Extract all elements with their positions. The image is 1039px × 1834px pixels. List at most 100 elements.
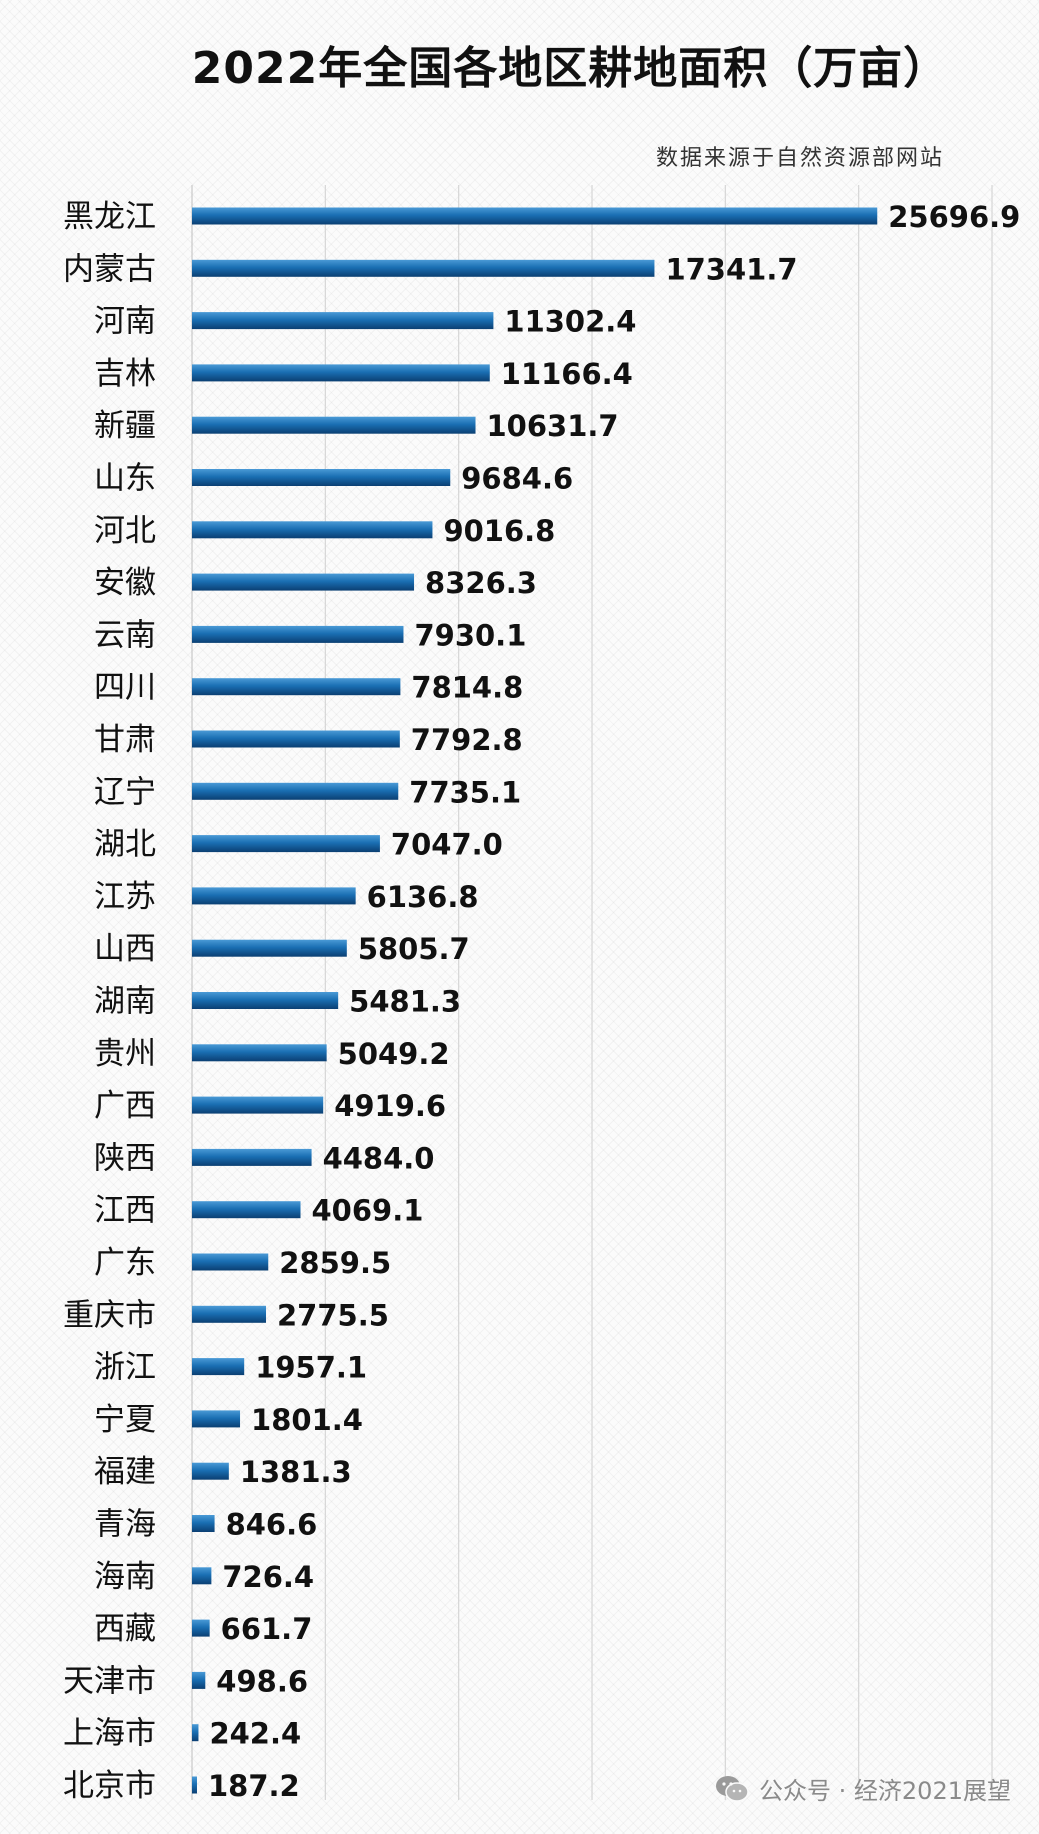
category-label: 青海 [94, 1507, 156, 1543]
category-label: 甘肃 [94, 722, 156, 758]
value-label: 846.6 [226, 1508, 318, 1542]
value-label: 661.7 [221, 1612, 313, 1646]
category-label: 上海市 [63, 1716, 156, 1752]
bar [192, 312, 494, 330]
bar [192, 1201, 301, 1219]
category-label: 江西 [94, 1193, 156, 1229]
category-label: 云南 [94, 617, 156, 653]
bar [192, 1253, 269, 1271]
value-label: 187.2 [208, 1769, 300, 1803]
value-label: 10631.7 [487, 409, 619, 443]
value-label: 4484.0 [323, 1141, 435, 1175]
value-label: 7814.8 [411, 671, 523, 705]
category-label: 湖南 [94, 984, 156, 1020]
bar [192, 364, 490, 382]
value-label: 1381.3 [240, 1455, 352, 1489]
grid-lines [191, 185, 993, 1800]
category-label: 山东 [94, 461, 156, 497]
wechat-icon [716, 1775, 749, 1802]
category-label: 内蒙古 [63, 251, 156, 287]
bar [192, 730, 400, 748]
category-label: 河北 [94, 513, 156, 549]
bar [192, 416, 476, 434]
category-label: 北京市 [63, 1768, 156, 1804]
bar [192, 1044, 327, 1062]
category-label: 广西 [94, 1088, 156, 1124]
category-label: 河南 [94, 304, 156, 340]
value-label: 11302.4 [504, 305, 636, 339]
bar [192, 1671, 206, 1689]
category-label: 安徽 [94, 565, 156, 601]
value-label: 5049.2 [338, 1037, 450, 1071]
value-label: 25696.9 [888, 200, 1020, 234]
bar [192, 835, 380, 853]
value-label: 6136.8 [367, 880, 479, 914]
bar [192, 887, 356, 905]
bar [192, 939, 347, 957]
value-label: 726.4 [222, 1560, 314, 1594]
bar [192, 1619, 210, 1637]
category-label: 贵州 [94, 1036, 156, 1072]
value-label: 7792.8 [411, 723, 523, 757]
value-label: 498.6 [216, 1664, 308, 1698]
category-label: 宁夏 [94, 1402, 156, 1438]
value-label: 7047.0 [391, 828, 503, 862]
category-label: 新疆 [94, 408, 156, 444]
bar [192, 1358, 245, 1376]
bar [192, 678, 401, 696]
value-label: 9016.8 [443, 514, 555, 548]
category-label: 福建 [94, 1454, 156, 1490]
bar [192, 1567, 212, 1585]
category-label: 辽宁 [94, 774, 156, 810]
watermark: 公众号 · 经济2021展望 [715, 1771, 1011, 1806]
category-label: 山西 [94, 931, 156, 967]
bar [192, 1410, 241, 1428]
value-label: 2859.5 [279, 1246, 391, 1280]
value-label: 4919.6 [334, 1089, 446, 1123]
value-label: 5481.3 [349, 985, 461, 1019]
bar [192, 259, 655, 277]
bar [192, 469, 451, 486]
bar [192, 1462, 229, 1480]
value-label: 7735.1 [409, 775, 521, 809]
bar [192, 625, 404, 643]
category-label: 吉林 [94, 356, 156, 392]
category-label: 黑龙江 [63, 199, 156, 235]
value-label: 11166.4 [501, 357, 633, 391]
bar [192, 1305, 267, 1323]
value-label: 17341.7 [665, 252, 797, 286]
bar [192, 1724, 199, 1742]
source-note: 数据来源于自然资源部网站 [655, 146, 944, 171]
category-label: 西藏 [94, 1611, 156, 1647]
value-label: 242.4 [209, 1717, 301, 1751]
chart-title: 2022年全国各地区耕地面积（万亩） [191, 43, 949, 94]
bar [192, 521, 433, 539]
bar [192, 1515, 215, 1532]
bar [192, 782, 399, 800]
labels: 黑龙江 25696.9 内蒙古 17341.7 河南 11302.4 吉林 11166.4 新疆… [63, 199, 1020, 1804]
category-label: 海南 [94, 1559, 156, 1595]
bar [192, 1096, 324, 1114]
value-label: 5805.7 [358, 932, 470, 966]
category-label: 重庆市 [63, 1297, 156, 1333]
category-label: 江苏 [94, 879, 156, 915]
watermark-text: 公众号 · 经济2021展望 [759, 1777, 1011, 1805]
bar [192, 207, 878, 225]
bar [192, 1148, 312, 1166]
bar [192, 992, 339, 1009]
value-label: 1801.4 [251, 1403, 363, 1437]
value-label: 1957.1 [255, 1351, 367, 1385]
bars [192, 207, 878, 1794]
value-label: 4069.1 [312, 1194, 424, 1228]
value-label: 9684.6 [461, 462, 573, 496]
category-label: 浙江 [94, 1350, 156, 1386]
category-label: 天津市 [63, 1663, 156, 1699]
value-label: 8326.3 [425, 566, 537, 600]
category-label: 湖北 [94, 827, 156, 863]
bar [192, 573, 415, 591]
category-label: 陕西 [94, 1140, 156, 1176]
value-label: 2775.5 [277, 1298, 389, 1332]
value-label: 7930.1 [414, 618, 526, 652]
category-label: 四川 [94, 670, 156, 706]
